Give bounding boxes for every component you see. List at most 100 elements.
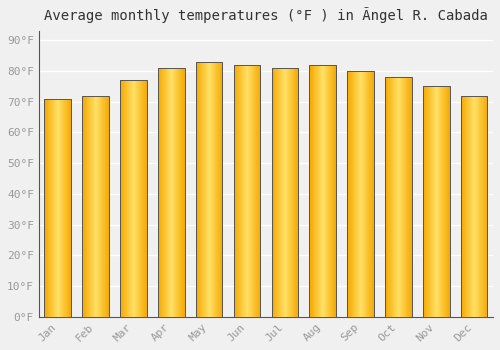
Bar <box>87 96 88 317</box>
Bar <box>478 96 480 317</box>
Bar <box>467 96 468 317</box>
Bar <box>125 80 126 317</box>
Bar <box>246 65 248 317</box>
Bar <box>65 99 66 317</box>
Bar <box>389 77 390 317</box>
Bar <box>326 65 327 317</box>
Bar <box>133 80 134 317</box>
Bar <box>100 96 102 317</box>
Bar <box>46 99 47 317</box>
Bar <box>310 65 336 317</box>
Bar <box>162 68 163 317</box>
Bar <box>427 86 428 317</box>
Bar <box>178 68 179 317</box>
Bar <box>142 80 143 317</box>
Bar <box>403 77 404 317</box>
Bar <box>275 68 276 317</box>
Bar <box>443 86 444 317</box>
Bar <box>332 65 334 317</box>
Bar <box>105 96 106 317</box>
Bar <box>272 68 274 317</box>
Bar <box>432 86 433 317</box>
Bar <box>220 62 221 317</box>
Bar <box>107 96 108 317</box>
Bar <box>174 68 175 317</box>
Bar <box>51 99 52 317</box>
Bar <box>175 68 176 317</box>
Bar <box>314 65 315 317</box>
Bar <box>311 65 312 317</box>
Bar <box>236 65 237 317</box>
Bar <box>399 77 400 317</box>
Bar <box>448 86 449 317</box>
Bar <box>210 62 211 317</box>
Bar <box>348 71 374 317</box>
Bar <box>461 96 462 317</box>
Bar <box>273 68 274 317</box>
Bar <box>212 62 213 317</box>
Bar <box>325 65 326 317</box>
Bar <box>258 65 259 317</box>
Bar <box>48 99 49 317</box>
Bar <box>394 77 395 317</box>
Bar <box>54 99 55 317</box>
Bar <box>444 86 445 317</box>
Bar <box>352 71 354 317</box>
Bar <box>330 65 331 317</box>
Bar <box>218 62 219 317</box>
Bar <box>390 77 391 317</box>
Bar <box>289 68 290 317</box>
Bar <box>365 71 366 317</box>
Bar <box>318 65 319 317</box>
Bar <box>126 80 127 317</box>
Bar <box>89 96 90 317</box>
Bar <box>239 65 240 317</box>
Bar <box>445 86 446 317</box>
Bar <box>217 62 218 317</box>
Bar <box>165 68 166 317</box>
Bar <box>327 65 328 317</box>
Bar <box>440 86 441 317</box>
Bar <box>237 65 238 317</box>
Bar <box>209 62 210 317</box>
Bar <box>137 80 138 317</box>
Bar <box>329 65 330 317</box>
Bar <box>234 65 235 317</box>
Bar <box>259 65 260 317</box>
Bar <box>425 86 426 317</box>
Bar <box>85 96 86 317</box>
Bar <box>465 96 466 317</box>
Bar <box>55 99 56 317</box>
Bar <box>138 80 139 317</box>
Bar <box>196 62 222 317</box>
Bar <box>348 71 349 317</box>
Bar <box>470 96 471 317</box>
Bar <box>129 80 130 317</box>
Bar <box>408 77 409 317</box>
Bar <box>484 96 485 317</box>
Bar <box>401 77 402 317</box>
Bar <box>424 86 425 317</box>
Bar <box>290 68 291 317</box>
Bar <box>296 68 297 317</box>
Bar <box>108 96 109 317</box>
Bar <box>405 77 406 317</box>
Bar <box>122 80 123 317</box>
Bar <box>245 65 246 317</box>
Bar <box>351 71 352 317</box>
Bar <box>68 99 69 317</box>
Bar <box>208 62 209 317</box>
Bar <box>471 96 472 317</box>
Bar <box>293 68 294 317</box>
Bar <box>260 65 261 317</box>
Bar <box>49 99 50 317</box>
Bar <box>128 80 129 317</box>
Bar <box>120 80 121 317</box>
Bar <box>487 96 488 317</box>
Bar <box>285 68 286 317</box>
Bar <box>433 86 434 317</box>
Bar <box>95 96 96 317</box>
Bar <box>244 65 245 317</box>
Bar <box>248 65 249 317</box>
Bar <box>280 68 281 317</box>
